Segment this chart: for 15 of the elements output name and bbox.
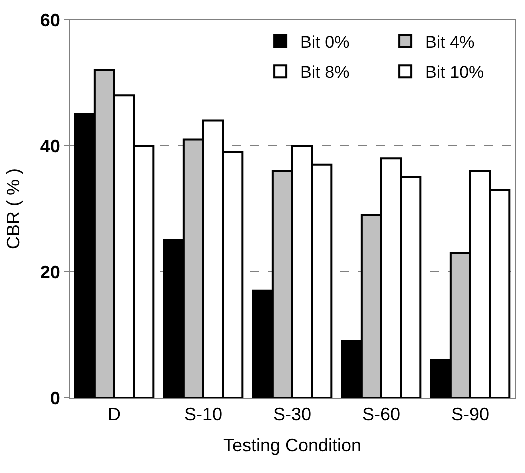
x-tick-label: S-60	[362, 404, 401, 425]
y-tick-label: 0	[50, 388, 60, 408]
legend-label: Bit 4%	[426, 32, 475, 52]
x-tick-label: S-10	[184, 404, 223, 425]
y-axis-title: CBR ( % )	[4, 168, 24, 250]
y-tick-label: 20	[40, 262, 60, 282]
x-tick-label: S-30	[273, 404, 312, 425]
y-tick-label: 60	[40, 10, 60, 30]
x-tick-label: S-90	[451, 404, 490, 425]
legend-label: Bit 8%	[300, 63, 350, 82]
legend-label: Bit 0%	[300, 32, 350, 52]
x-tick-label: D	[108, 404, 121, 425]
y-tick-label: 40	[40, 136, 60, 156]
legend-label: Bit 10%	[426, 63, 484, 82]
x-axis-title: Testing Condition	[223, 436, 362, 456]
